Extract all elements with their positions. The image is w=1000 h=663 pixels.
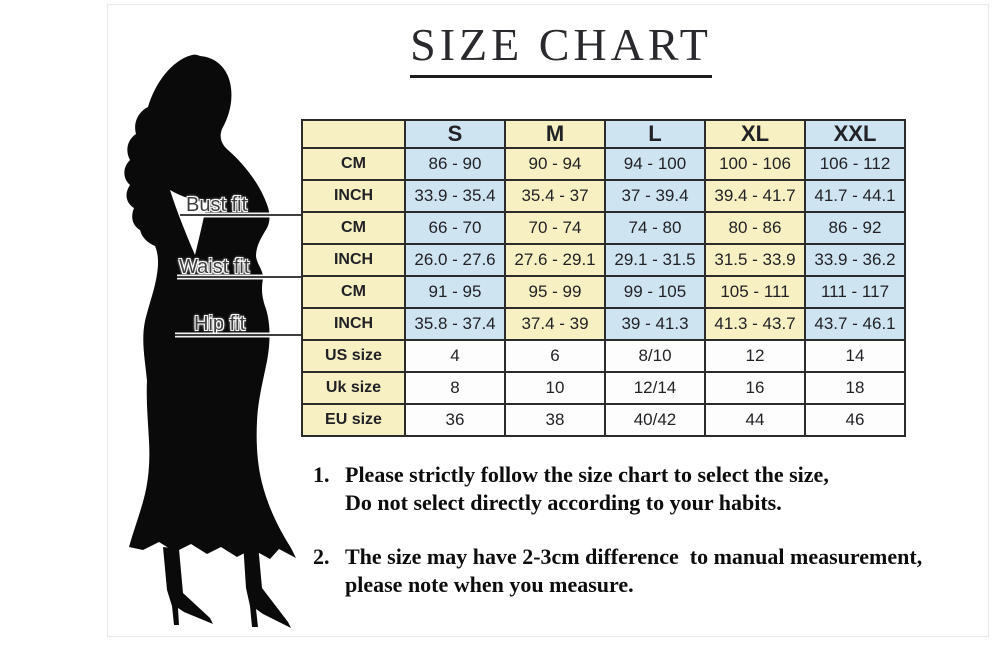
cell-waist_cm-xl: 80 - 86 <box>704 211 806 245</box>
row-label-waist_inch: INCH <box>301 243 406 277</box>
col-header-xxl: XXL <box>804 119 906 149</box>
row-label-hip_inch: INCH <box>301 307 406 341</box>
cell-bust_inch-l: 37 - 39.4 <box>604 179 706 213</box>
cell-us_size-xl: 12 <box>704 339 806 373</box>
row-label-hip_cm: CM <box>301 275 406 309</box>
col-header-m: M <box>504 119 606 149</box>
cell-hip_inch-m: 37.4 - 39 <box>504 307 606 341</box>
row-label-bust_cm: CM <box>301 147 406 181</box>
woman-silhouette <box>124 54 296 628</box>
cell-eu_size-m: 38 <box>504 403 606 437</box>
size-table: S M L XL XXL CM 86 - 90 90 - 94 94 - 100 100 - 1… <box>301 119 906 437</box>
cell-bust_inch-xxl: 41.7 - 44.1 <box>804 179 906 213</box>
waist-fit-label: Waist fit <box>179 256 250 278</box>
row-label-uk_size: Uk size <box>301 371 406 405</box>
note-1: 1. Please strictly follow the size chart… <box>313 461 973 517</box>
cell-waist_cm-m: 70 - 74 <box>504 211 606 245</box>
cell-bust_cm-l: 94 - 100 <box>604 147 706 181</box>
size-row-waist_inch: INCH 26.0 - 27.6 27.6 - 29.1 29.1 - 31.5 31.… <box>301 243 906 277</box>
cell-uk_size-s: 8 <box>404 371 506 405</box>
note-2-text: The size may have 2-3cm difference to ma… <box>345 544 923 597</box>
cell-hip_inch-s: 35.8 - 37.4 <box>404 307 506 341</box>
cell-eu_size-xl: 44 <box>704 403 806 437</box>
cell-waist_inch-m: 27.6 - 29.1 <box>504 243 606 277</box>
row-label-us_size: US size <box>301 339 406 373</box>
cell-us_size-s: 4 <box>404 339 506 373</box>
cell-bust_cm-xxl: 106 - 112 <box>804 147 906 181</box>
cell-hip_cm-m: 95 - 99 <box>504 275 606 309</box>
cell-hip_inch-xxl: 43.7 - 46.1 <box>804 307 906 341</box>
size-row-us_size: US size 4 6 8/10 12 14 <box>301 339 906 373</box>
title-underline <box>410 75 712 78</box>
cell-waist_cm-s: 66 - 70 <box>404 211 506 245</box>
bust-fit-label: Bust fit <box>186 194 248 216</box>
size-row-uk_size: Uk size 8 10 12/14 16 18 <box>301 371 906 405</box>
cell-waist_inch-s: 26.0 - 27.6 <box>404 243 506 277</box>
bust-pointer-line <box>180 214 303 216</box>
silhouette-front-leg <box>243 542 291 628</box>
size-row-bust_inch: INCH 33.9 - 35.4 35.4 - 37 37 - 39.4 39.4 - … <box>301 179 906 213</box>
cell-hip_inch-xl: 41.3 - 43.7 <box>704 307 806 341</box>
silhouette-arm-gap <box>170 190 207 255</box>
col-header-s: S <box>404 119 506 149</box>
cell-waist_cm-l: 74 - 80 <box>604 211 706 245</box>
row-label-waist_cm: CM <box>301 211 406 245</box>
page-title: SIZE CHART <box>410 19 712 70</box>
cell-uk_size-xl: 16 <box>704 371 806 405</box>
cell-waist_inch-xl: 31.5 - 33.9 <box>704 243 806 277</box>
hip-pointer-line <box>175 334 303 336</box>
size-row-bust_cm: CM 86 - 90 90 - 94 94 - 100 100 - 106 106 - 1… <box>301 147 906 181</box>
cell-hip_cm-xxl: 111 - 117 <box>804 275 906 309</box>
note-2: 2. The size may have 2-3cm difference to… <box>313 543 993 599</box>
size-row-eu_size: EU size 36 38 40/42 44 46 <box>301 403 906 437</box>
cell-bust_inch-xl: 39.4 - 41.7 <box>704 179 806 213</box>
cell-hip_cm-s: 91 - 95 <box>404 275 506 309</box>
cell-bust_cm-m: 90 - 94 <box>504 147 606 181</box>
cell-eu_size-l: 40/42 <box>604 403 706 437</box>
note-1-text: Please strictly follow the size chart to… <box>345 462 829 515</box>
hip-fit-label: Hip fit <box>194 313 246 335</box>
col-header-xl: XL <box>704 119 806 149</box>
row-label-eu_size: EU size <box>301 403 406 437</box>
corner-cell <box>301 119 406 149</box>
cell-uk_size-xxl: 18 <box>804 371 906 405</box>
cell-uk_size-m: 10 <box>504 371 606 405</box>
cell-waist_inch-xxl: 33.9 - 36.2 <box>804 243 906 277</box>
cell-hip_cm-xl: 105 - 111 <box>704 275 806 309</box>
cell-hip_cm-l: 99 - 105 <box>604 275 706 309</box>
cell-eu_size-s: 36 <box>404 403 506 437</box>
cell-eu_size-xxl: 46 <box>804 403 906 437</box>
note-2-number: 2. <box>313 544 330 569</box>
cell-us_size-xxl: 14 <box>804 339 906 373</box>
cell-waist_inch-l: 29.1 - 31.5 <box>604 243 706 277</box>
cell-bust_cm-s: 86 - 90 <box>404 147 506 181</box>
size-row-hip_inch: INCH 35.8 - 37.4 37.4 - 39 39 - 41.3 41.3 - … <box>301 307 906 341</box>
silhouette-back-leg <box>163 547 213 625</box>
silhouette-body <box>124 54 296 559</box>
size-row-waist_cm: CM 66 - 70 70 - 74 74 - 80 80 - 86 86 - 92 <box>301 211 906 245</box>
cell-bust_inch-m: 35.4 - 37 <box>504 179 606 213</box>
size-row-hip_cm: CM 91 - 95 95 - 99 99 - 105 105 - 111 111 - 1… <box>301 275 906 309</box>
cell-uk_size-l: 12/14 <box>604 371 706 405</box>
note-1-number: 1. <box>313 462 330 487</box>
cell-waist_cm-xxl: 86 - 92 <box>804 211 906 245</box>
row-label-bust_inch: INCH <box>301 179 406 213</box>
cell-bust_inch-s: 33.9 - 35.4 <box>404 179 506 213</box>
cell-us_size-m: 6 <box>504 339 606 373</box>
cell-us_size-l: 8/10 <box>604 339 706 373</box>
cell-hip_inch-l: 39 - 41.3 <box>604 307 706 341</box>
size-table-header-row: S M L XL XXL <box>301 119 906 149</box>
waist-pointer-line <box>177 276 303 278</box>
cell-bust_cm-xl: 100 - 106 <box>704 147 806 181</box>
col-header-l: L <box>604 119 706 149</box>
